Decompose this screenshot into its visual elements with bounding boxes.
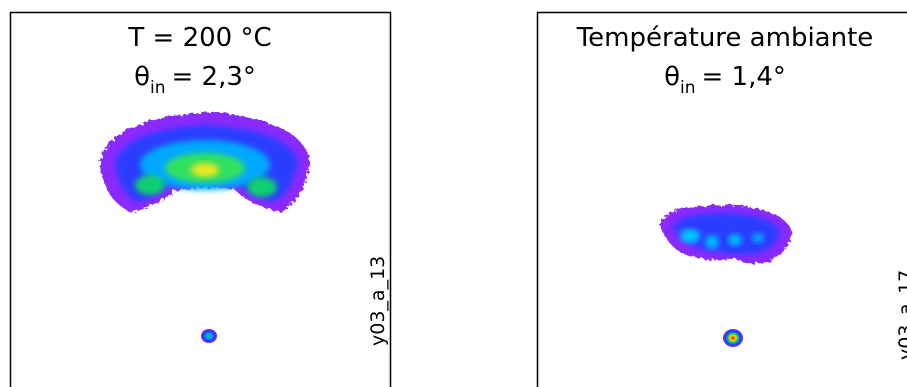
side-label: y03_a_13 <box>367 256 389 346</box>
theta-label: θin = 1,4° <box>664 62 786 98</box>
panel-title: Température ambiante <box>576 23 874 53</box>
theta-subscript: in <box>680 78 696 98</box>
beam-pattern <box>660 205 792 347</box>
theta-value: = 1,4° <box>702 62 786 92</box>
panel: Température ambiante θin = 1,4° y03_a_17 <box>536 11 907 387</box>
beam-pattern <box>100 112 310 343</box>
panel-title: T = 200 °C <box>127 23 271 53</box>
theta-subscript: in <box>150 78 166 98</box>
theta-symbol: θ <box>664 62 680 92</box>
side-label: y03_a_17 <box>895 270 907 360</box>
theta-value: = 2,3° <box>172 62 256 92</box>
theta-label: θin = 2,3° <box>134 62 256 98</box>
theta-symbol: θ <box>134 62 150 92</box>
panel-frame <box>9 11 392 387</box>
panel: T = 200 °C θin = 2,3° y03_a_13 <box>9 11 392 387</box>
panel-frame <box>536 11 907 387</box>
